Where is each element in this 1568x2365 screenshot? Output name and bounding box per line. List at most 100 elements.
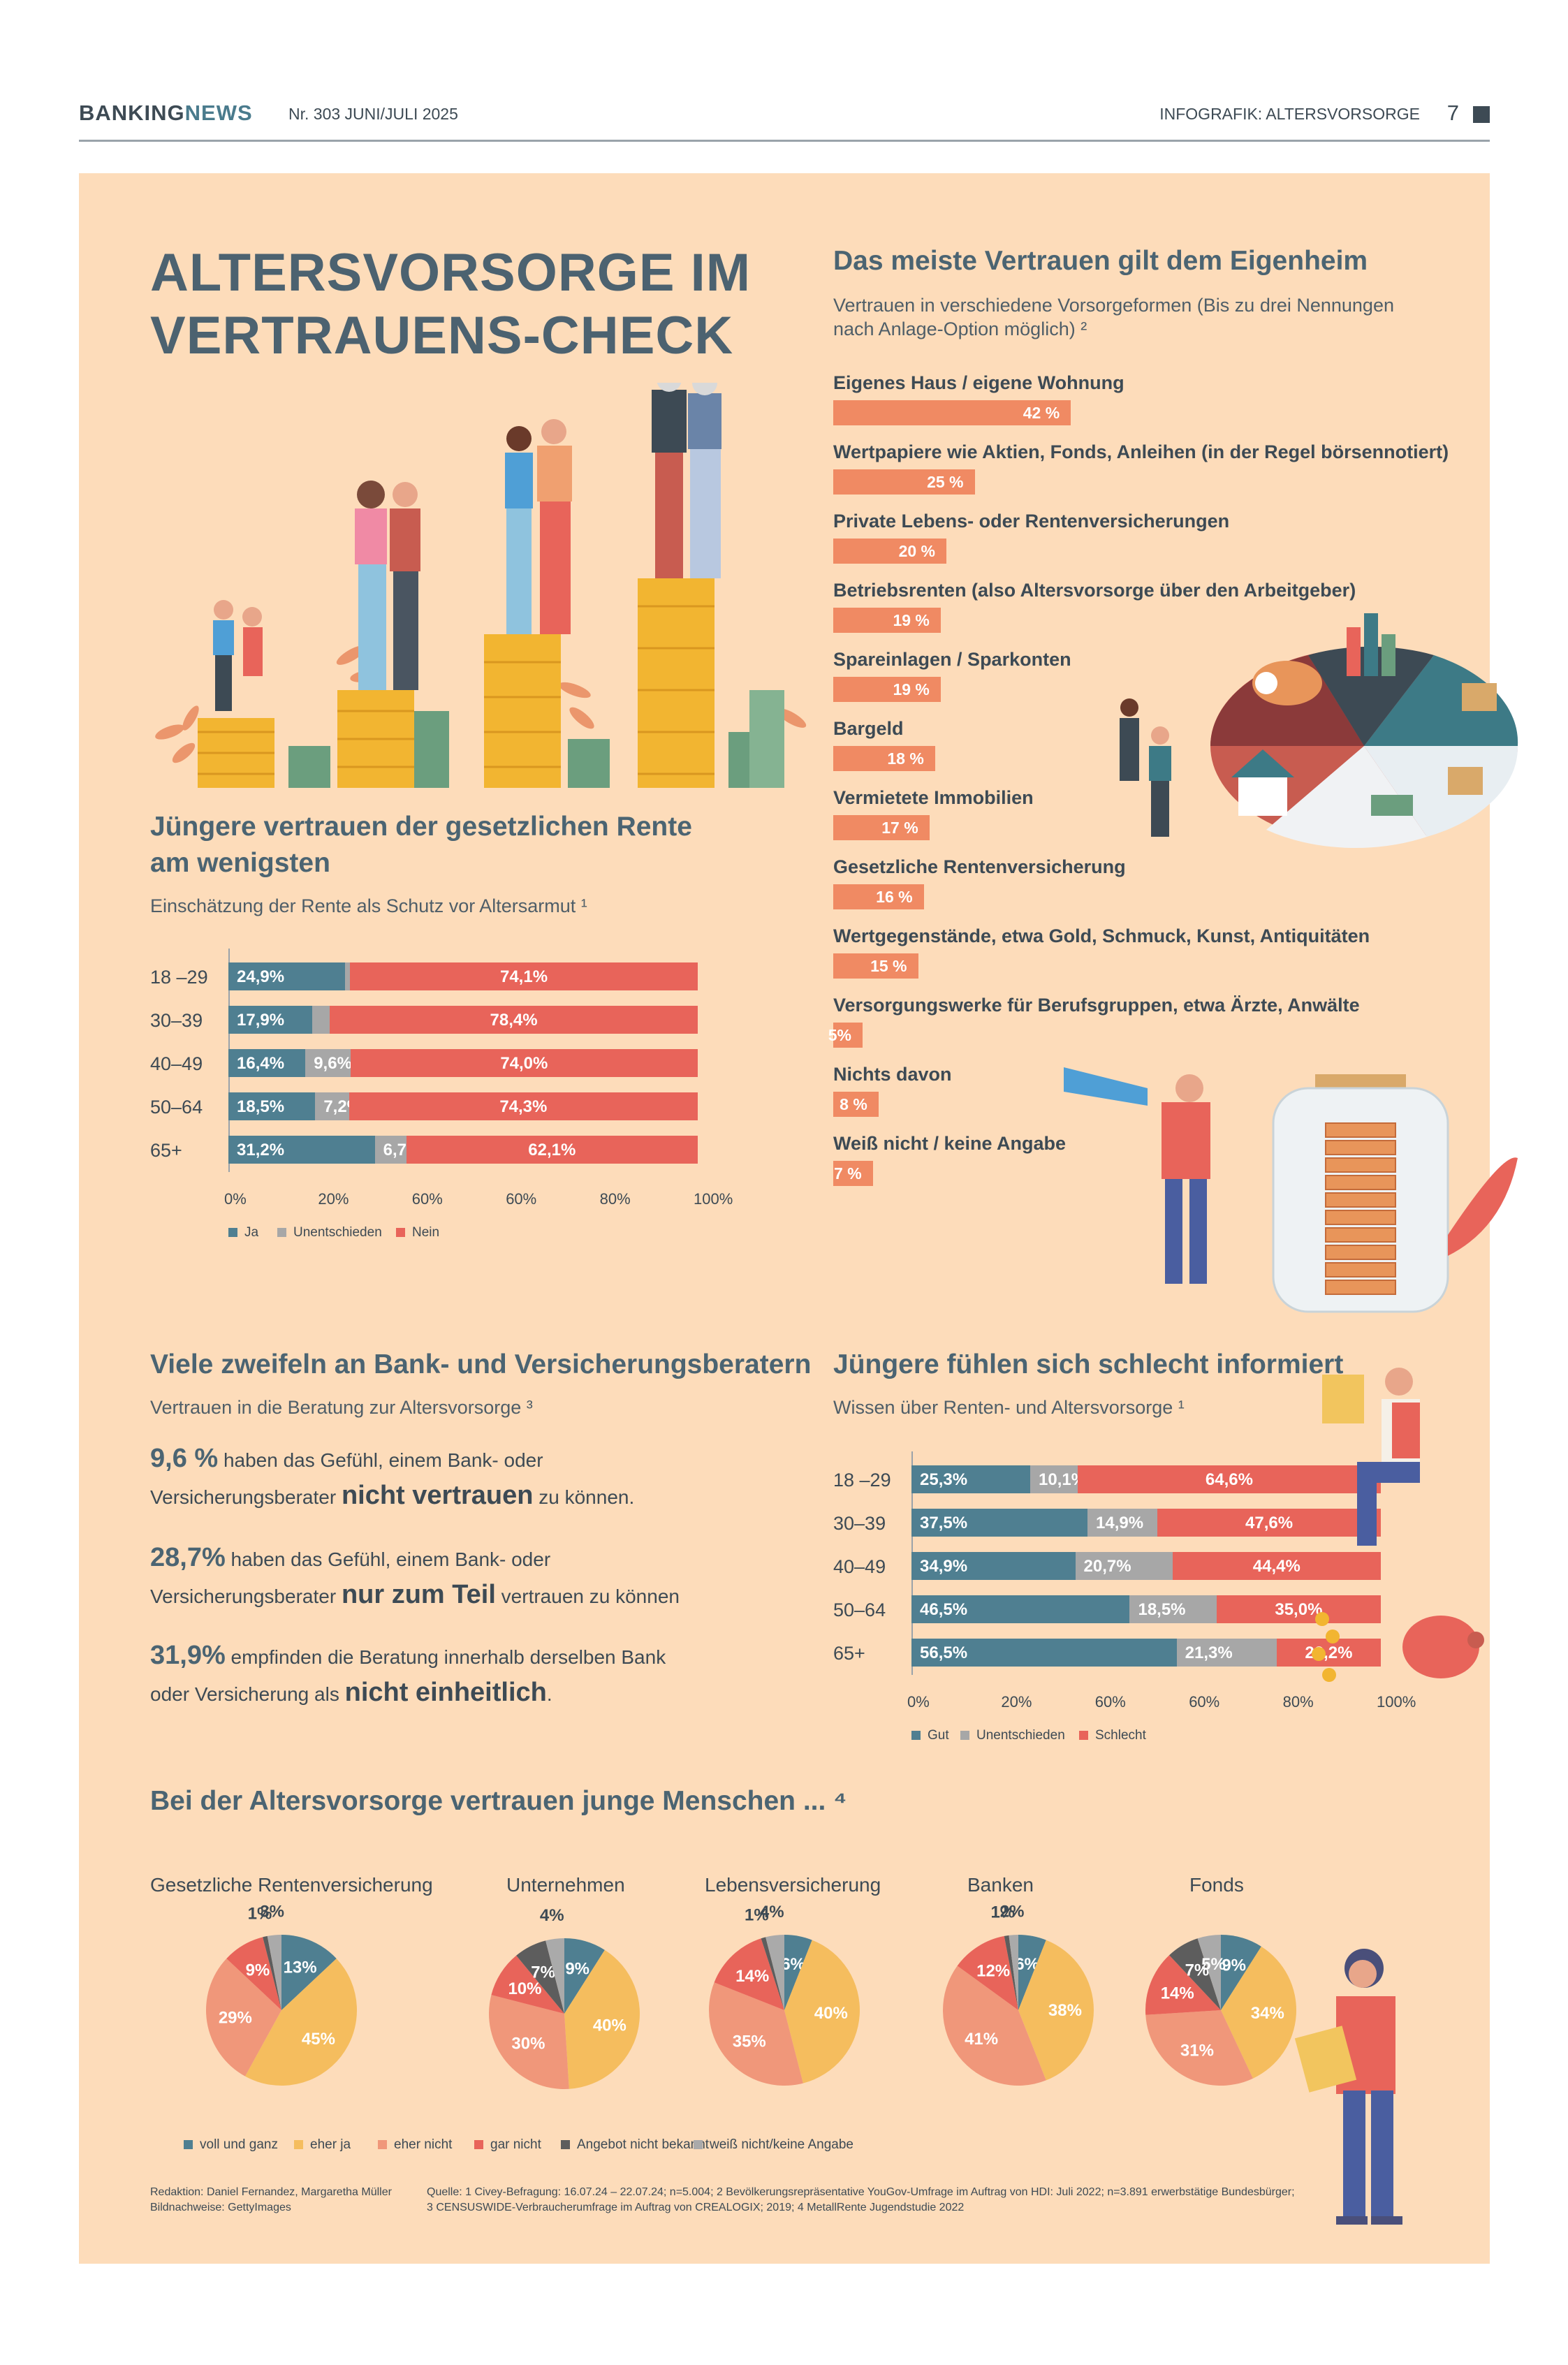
bar-value-un: 9,6% bbox=[314, 1054, 352, 1073]
bar-segment-ja: 16,4% bbox=[228, 1049, 306, 1077]
pie-slice bbox=[1197, 1935, 1221, 2010]
pie-label: 14% bbox=[1161, 1984, 1194, 2002]
axis-tick-label: 0% bbox=[907, 1693, 930, 1711]
pie-label: 5% bbox=[1201, 1955, 1226, 1974]
pie-slice bbox=[765, 1935, 784, 2010]
pie-title: Gesetzliche Rentenversicherung bbox=[150, 1874, 433, 1896]
pie-slice bbox=[957, 1935, 1018, 2010]
bar-segment-ja: 37,5% bbox=[911, 1509, 1087, 1537]
bar-value-ne: 74,3% bbox=[499, 1097, 548, 1116]
bar-value-ja: 24,9% bbox=[237, 967, 285, 986]
legend-swatch bbox=[1079, 1731, 1088, 1740]
pie-label: 4% bbox=[760, 1903, 784, 1921]
vertrauen-item-bar: 16 % bbox=[833, 884, 924, 909]
legend-item: Unentschieden bbox=[277, 1225, 382, 1240]
axis-tick-label: 0% bbox=[224, 1190, 247, 1208]
bar-value-ja: 18,5% bbox=[237, 1097, 285, 1116]
bar-segment-ja: 46,5% bbox=[911, 1595, 1130, 1623]
bar-segment-ja: 25,3% bbox=[911, 1465, 1031, 1493]
bar-value-un: 18,5% bbox=[1138, 1600, 1186, 1619]
bar-value-un: 14,9% bbox=[1096, 1514, 1144, 1532]
legend-swatch bbox=[378, 2140, 387, 2149]
bar-segment-ne: 35,0% bbox=[1216, 1595, 1381, 1623]
bar-value-ne: 64,6% bbox=[1205, 1470, 1253, 1489]
rente-title-1: Jüngere vertrauen der gesetzlichen Rente bbox=[150, 812, 692, 842]
pie-label: 9% bbox=[565, 1960, 589, 1979]
pie-title: Lebensversicherung bbox=[705, 1874, 881, 1896]
vertrauen-item-value: 7 % bbox=[834, 1164, 862, 1182]
bar-segment-un: 21,3% bbox=[1176, 1639, 1277, 1667]
pie-label: 45% bbox=[302, 2030, 335, 2049]
bar-segment-un: 14,9% bbox=[1087, 1509, 1158, 1537]
pie-label: 3% bbox=[260, 1903, 284, 1921]
pie-title: Fonds bbox=[1189, 1874, 1244, 1896]
bar-segment-un: 10,1% bbox=[1030, 1465, 1086, 1493]
vertrauen-item-bar: 18 % bbox=[833, 746, 935, 771]
page-header: BANKINGNEWS Nr. 303 JUNI/JULI 2025 INFOG… bbox=[79, 98, 1490, 142]
vertrauen-item-label: Gesetzliche Rentenversicherung bbox=[833, 856, 1126, 877]
bar-segment-ja: 17,9% bbox=[228, 1006, 313, 1034]
bar-value-ja: 46,5% bbox=[920, 1600, 968, 1619]
legend-label: Schlecht bbox=[1095, 1728, 1146, 1743]
woman-clipboard-illustration bbox=[1294, 1949, 1402, 2225]
pie-legend-item: eher nicht bbox=[378, 2137, 452, 2153]
pie-label: 2% bbox=[1000, 1902, 1025, 1921]
pie-legend-item: eher ja bbox=[294, 2137, 351, 2153]
bar-value-un: 20,7% bbox=[1083, 1557, 1131, 1576]
legend-item: Schlecht bbox=[1079, 1728, 1146, 1743]
bar-segment-ne: 74,0% bbox=[350, 1049, 698, 1077]
bar-segment-un: 9,6% bbox=[305, 1049, 352, 1077]
pie-label: 12% bbox=[976, 1961, 1010, 1980]
age-label: 50–64 bbox=[150, 1097, 203, 1118]
vertrauen-item-value: 25 % bbox=[927, 473, 964, 491]
sitting-man-piggy-illustration bbox=[1312, 1368, 1484, 1682]
bar-value-ne: 35,0% bbox=[1275, 1600, 1323, 1619]
pie-label: 7% bbox=[1185, 1961, 1210, 1979]
bar-value-ja: 34,9% bbox=[920, 1557, 968, 1576]
vertrauen-item-label: Versorgungswerke für Berufsgruppen, etwa… bbox=[833, 995, 1360, 1016]
legend-swatch bbox=[228, 1228, 237, 1237]
pie-slice bbox=[1004, 1935, 1018, 2010]
legend-swatch bbox=[561, 2140, 570, 2149]
bar-segment-un: 6,7% bbox=[374, 1136, 421, 1164]
bar-segment-ja: 56,5% bbox=[911, 1639, 1177, 1667]
pie-label: 41% bbox=[965, 2030, 998, 2049]
pie-slice bbox=[281, 1935, 337, 2010]
pie-legend-item: Angebot nicht bekannt bbox=[561, 2137, 709, 2153]
berater-stat-3: 31,9% empfinden die Beratung innerhalb d… bbox=[150, 1641, 666, 1707]
bar-value-ja: 25,3% bbox=[920, 1470, 968, 1489]
bar-value-ne: 62,1% bbox=[528, 1141, 576, 1159]
vertrauen-item-value: 15 % bbox=[870, 957, 907, 975]
pie-slice bbox=[226, 1937, 281, 2010]
legend-label: Nein bbox=[412, 1225, 440, 1240]
telescope-jar-illustration bbox=[1064, 1067, 1518, 1313]
legend-label: Unentschieden bbox=[976, 1728, 1065, 1743]
pie-label: 4% bbox=[540, 1906, 564, 1925]
footer-quellen: Quelle: 1 Civey-Befragung: 16.07.24 – 22… bbox=[427, 2186, 1295, 2213]
axis-tick-label: 20% bbox=[1001, 1693, 1032, 1711]
people-coins-illustration bbox=[155, 383, 807, 788]
berater-stat-2: 28,7% haben das Gefühl, einem Bank- oder… bbox=[150, 1543, 680, 1609]
legend-item: Nein bbox=[396, 1225, 439, 1240]
pie-label: 10% bbox=[508, 1979, 541, 1998]
legend-label: eher nicht bbox=[394, 2137, 453, 2152]
age-label: 40–49 bbox=[150, 1053, 203, 1074]
bar-value-ne: 78,4% bbox=[490, 1011, 538, 1030]
rente-subtitle: Einschätzung der Rente als Schutz vor Al… bbox=[150, 895, 587, 916]
bar-segment-un: 20,7% bbox=[1075, 1552, 1173, 1580]
bar-segment-ja: 31,2% bbox=[228, 1136, 375, 1164]
pie-label: 9% bbox=[1222, 1956, 1246, 1975]
infographic-panel: ALTERSVORSORGE IM VERTRAUENS-CHECK bbox=[79, 173, 1518, 2264]
legend-swatch bbox=[694, 2140, 703, 2149]
bar-value-ja: 56,5% bbox=[920, 1643, 968, 1662]
pie-label: 1% bbox=[248, 1904, 272, 1923]
age-label: 50–64 bbox=[833, 1599, 886, 1620]
pie-slice bbox=[784, 1935, 812, 2010]
pie-slice bbox=[1018, 1935, 1046, 2010]
pie-label: 40% bbox=[593, 2016, 627, 2035]
pie-slice bbox=[1221, 1935, 1261, 2010]
berater-stat-1: 9,6 % haben das Gefühl, einem Bank- oder… bbox=[150, 1444, 635, 1510]
bar-value-ja: 31,2% bbox=[237, 1141, 285, 1159]
bar-segment-ne: 74,3% bbox=[349, 1092, 698, 1120]
pie-legend-item: gar nicht bbox=[474, 2137, 541, 2153]
